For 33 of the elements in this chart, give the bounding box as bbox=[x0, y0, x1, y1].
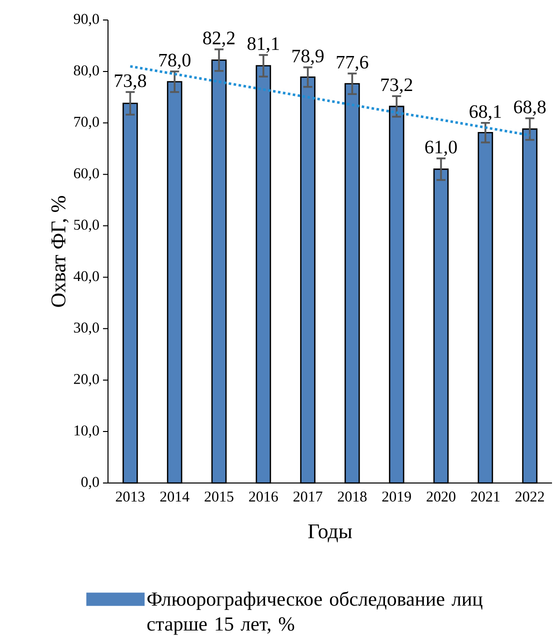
y-tick-label: 50,0 bbox=[74, 220, 99, 232]
x-tick-label: 2019 bbox=[382, 492, 411, 502]
y-tick-label: 80,0 bbox=[74, 65, 99, 78]
data-label: 78,9 bbox=[292, 50, 324, 66]
y-tick-label: 10,0 bbox=[74, 425, 99, 438]
y-tick-label: 30,0 bbox=[74, 322, 99, 335]
data-label: 73,8 bbox=[114, 74, 146, 90]
y-axis-title: Охват ФГ, % bbox=[51, 196, 68, 307]
x-tick-label: 2017 bbox=[294, 492, 322, 502]
x-tick-label: 2018 bbox=[338, 492, 367, 502]
x-tick-label: 2015 bbox=[204, 492, 234, 502]
y-tick-label: 20,0 bbox=[74, 374, 99, 386]
data-label: 61,0 bbox=[425, 140, 457, 156]
x-tick-label: 2013 bbox=[116, 492, 145, 502]
x-tick-label: 2016 bbox=[249, 492, 278, 502]
data-label: 68,1 bbox=[470, 105, 501, 121]
x-axis-title: Годы bbox=[308, 524, 352, 542]
data-label: 73,2 bbox=[381, 78, 412, 94]
data-label: 78,0 bbox=[159, 54, 190, 70]
x-tick-label: 2014 bbox=[160, 492, 190, 502]
data-label: 82,2 bbox=[203, 32, 235, 48]
legend-label: Флюорографическое обследование лиц старше 15 лет, % bbox=[147, 591, 482, 635]
y-tick-label: 60,0 bbox=[74, 168, 99, 180]
x-tick-label: 2022 bbox=[516, 492, 544, 502]
data-label: 77,6 bbox=[336, 56, 368, 72]
y-tick-label: 70,0 bbox=[74, 116, 99, 129]
data-label: 68,8 bbox=[514, 100, 546, 116]
y-tick-label: 90,0 bbox=[74, 14, 99, 26]
x-tick-label: 2020 bbox=[426, 492, 456, 502]
y-tick-label: 40,0 bbox=[74, 271, 99, 284]
x-tick-label: 2021 bbox=[471, 492, 500, 502]
data-label: 81,1 bbox=[248, 37, 279, 53]
y-tick-label: 0,0 bbox=[81, 476, 99, 490]
